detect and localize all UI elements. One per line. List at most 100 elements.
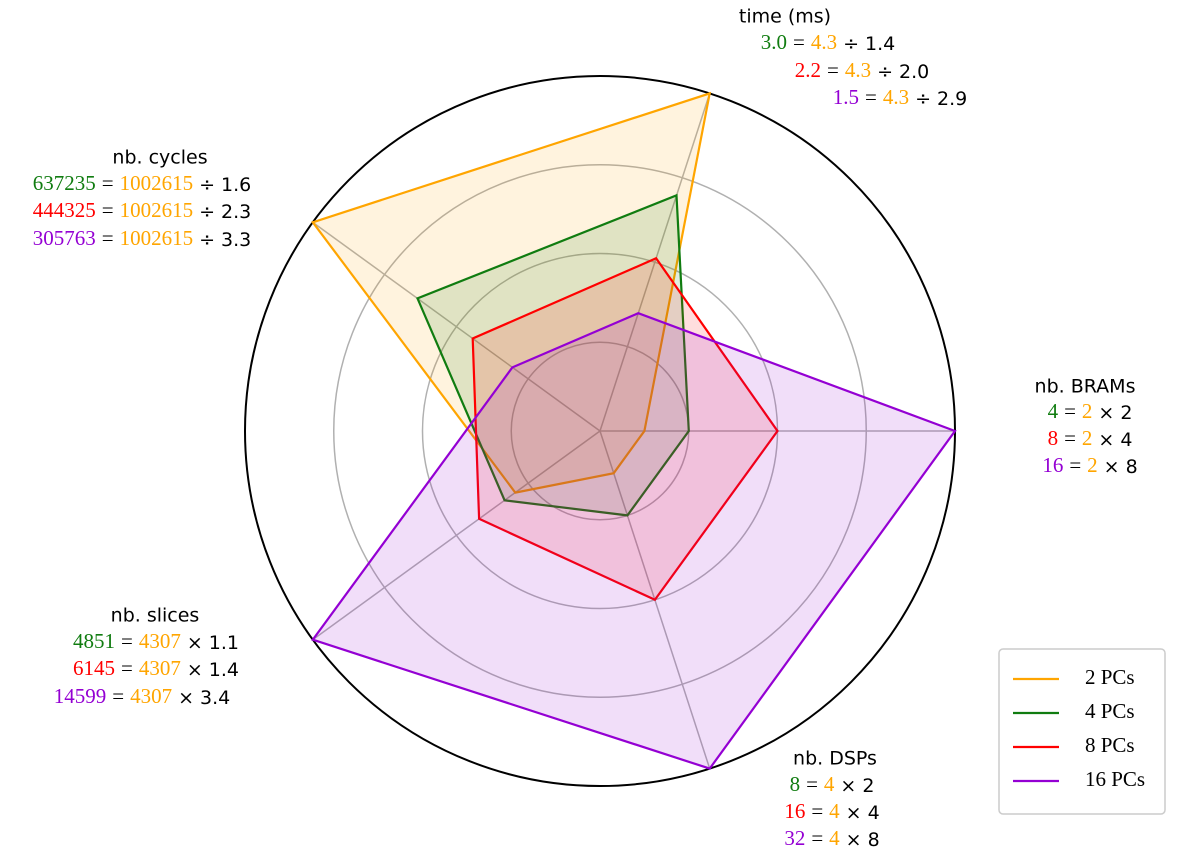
annotation-eq: =	[121, 656, 133, 680]
annotation-op: ÷	[199, 229, 215, 251]
spoke	[312, 221, 601, 432]
series-area	[311, 312, 957, 770]
annotation-eq: =	[102, 226, 114, 250]
series-area	[471, 256, 779, 602]
annotation-factor: 2.3	[221, 201, 251, 223]
annotation-base: 4.3	[845, 58, 871, 82]
annotation-eq: =	[102, 171, 114, 195]
annotation-op: ×	[1098, 402, 1114, 424]
annotation-eq: =	[865, 85, 877, 109]
annotation-op: ÷	[843, 33, 859, 55]
annotation-base: 4	[824, 772, 835, 796]
annotation-base: 4307	[139, 656, 181, 680]
annotation-base: 2	[1087, 453, 1098, 477]
annotation-result: 1.5	[833, 85, 859, 109]
axis-annotation: 6145 = 4307 × 1.4	[73, 656, 239, 681]
annotation-eq: =	[1064, 399, 1076, 423]
annotation-eq: =	[793, 30, 805, 54]
annotation-result: 16	[784, 799, 805, 823]
annotation-op: ×	[846, 829, 862, 851]
series-area	[416, 193, 690, 517]
annotation-base: 4.3	[883, 85, 909, 109]
annotation-factor: 1.4	[209, 659, 239, 681]
annotation-base: 1002615	[120, 171, 194, 195]
axis-annotation: 444325 = 1002615 ÷ 2.3	[33, 198, 251, 223]
axis-title: nb. BRAMs	[1035, 376, 1136, 398]
annotation-factor: 2.0	[899, 61, 929, 83]
legend-label: 16 PCs	[1085, 767, 1145, 791]
annotation-result: 2.2	[795, 58, 821, 82]
axis-title: nb. slices	[111, 605, 200, 627]
annotation-eq: =	[827, 58, 839, 82]
legend-box	[998, 648, 1166, 815]
annotation-base: 4	[829, 826, 840, 850]
axis-annotation: 16 = 4 × 4	[784, 799, 879, 824]
annotation-eq: =	[806, 772, 818, 796]
annotation-base: 1002615	[120, 198, 194, 222]
annotation-eq: =	[811, 826, 823, 850]
annotation-base: 2	[1082, 399, 1093, 423]
spoke	[312, 430, 601, 641]
annotation-eq: =	[1064, 426, 1076, 450]
annotation-op: ÷	[915, 88, 931, 110]
annotation-factor: 8	[1126, 456, 1138, 478]
annotation-result: 14599	[54, 684, 107, 708]
annotation-factor: 2	[1120, 402, 1132, 424]
legend-label: 2 PCs	[1085, 665, 1135, 689]
annotation-base: 4	[829, 799, 840, 823]
axis-annotation: 16 = 2 × 8	[1042, 453, 1137, 478]
annotation-result: 3.0	[761, 30, 787, 54]
annotation-op: ÷	[877, 61, 893, 83]
annotation-base: 2	[1082, 426, 1093, 450]
annotation-result: 32	[784, 826, 805, 850]
legend-label: 4 PCs	[1085, 699, 1135, 723]
annotation-result: 637235	[33, 171, 96, 195]
annotation-op: ×	[1098, 429, 1114, 451]
axis-annotation: 305763 = 1002615 ÷ 3.3	[33, 226, 251, 251]
annotation-op: ×	[178, 687, 194, 709]
annotation-op: ÷	[199, 174, 215, 196]
annotation-factor: 1.6	[221, 174, 251, 196]
annotation-base: 4.3	[811, 30, 837, 54]
axis-title: nb. DSPs	[793, 748, 877, 770]
axis-annotation: 1.5 = 4.3 ÷ 2.9	[833, 85, 967, 110]
annotation-op: ×	[187, 659, 203, 681]
annotation-factor: 4	[1120, 429, 1132, 451]
axis-annotation: 8 = 4 × 2	[790, 772, 875, 797]
annotation-factor: 4	[868, 802, 880, 824]
annotation-result: 4	[1048, 399, 1059, 423]
annotation-op: ×	[840, 775, 856, 797]
axis-annotation: 32 = 4 × 8	[784, 826, 879, 851]
annotation-factor: 3.4	[200, 687, 230, 709]
annotation-result: 8	[790, 772, 801, 796]
annotation-base: 4307	[130, 684, 172, 708]
annotation-eq: =	[121, 629, 133, 653]
series-area	[310, 91, 712, 494]
axis-title: nb. cycles	[112, 147, 207, 169]
axis-title: time (ms)	[739, 6, 831, 28]
annotation-factor: 8	[868, 829, 880, 851]
annotation-result: 444325	[33, 198, 96, 222]
axis-annotation: 14599 = 4307 × 3.4	[54, 684, 230, 709]
annotation-factor: 1.4	[865, 33, 895, 55]
annotation-eq: =	[1069, 453, 1081, 477]
axis-annotation: 3.0 = 4.3 ÷ 1.4	[761, 30, 895, 55]
annotation-base: 1002615	[120, 226, 194, 250]
axis-annotation: 4 = 2 × 2	[1048, 399, 1133, 424]
annotation-result: 16	[1042, 453, 1063, 477]
annotation-result: 8	[1048, 426, 1059, 450]
annotation-factor: 2.9	[937, 88, 967, 110]
annotation-result: 4851	[73, 629, 115, 653]
annotation-factor: 3.3	[221, 229, 251, 251]
annotation-eq: =	[112, 684, 124, 708]
axis-annotation: 637235 = 1002615 ÷ 1.6	[33, 171, 251, 196]
annotation-eq: =	[811, 799, 823, 823]
spoke	[599, 93, 711, 432]
annotation-eq: =	[102, 198, 114, 222]
annotation-result: 6145	[73, 656, 115, 680]
annotation-op: ×	[187, 632, 203, 654]
annotation-factor: 1.1	[209, 632, 239, 654]
annotation-op: ÷	[199, 201, 215, 223]
annotation-op: ×	[1104, 456, 1120, 478]
